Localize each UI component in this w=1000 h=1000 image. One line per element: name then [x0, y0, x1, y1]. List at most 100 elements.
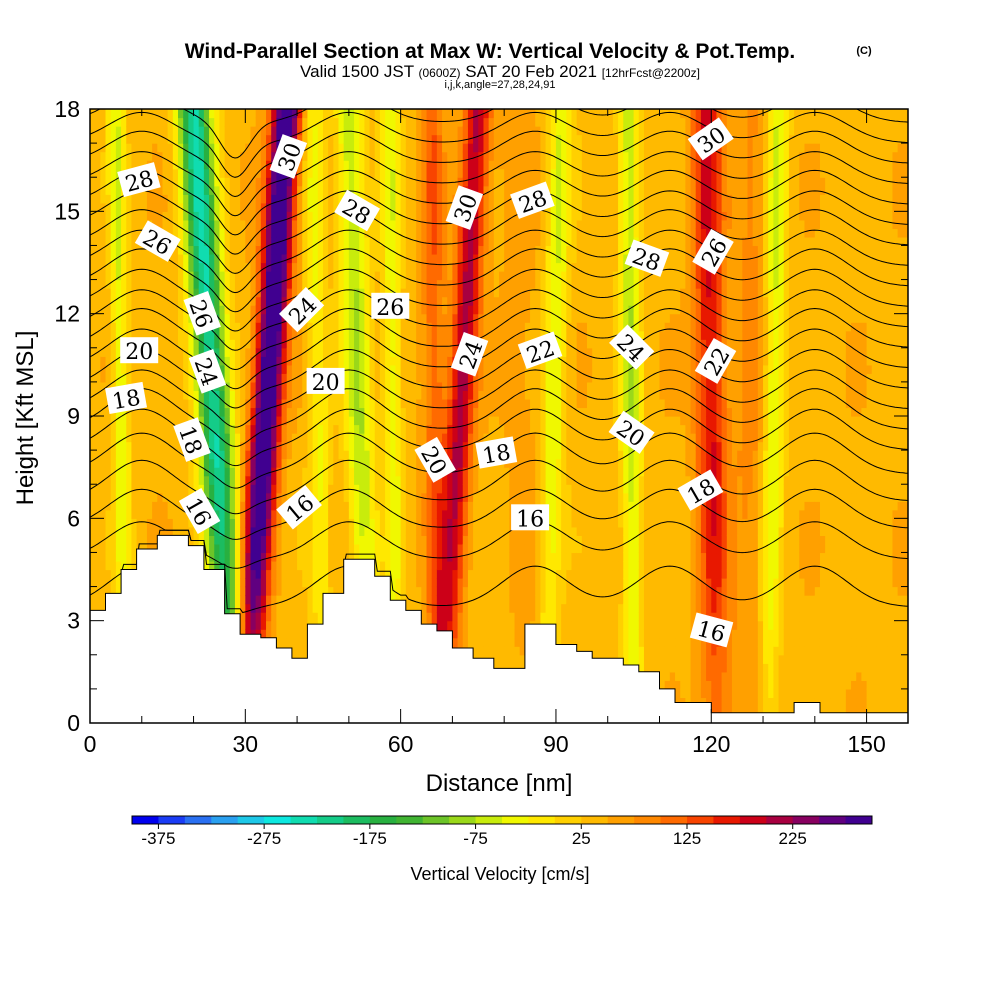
velocity-cell	[105, 313, 112, 323]
velocity-cell	[374, 330, 381, 340]
velocity-cell	[260, 467, 267, 477]
velocity-cell	[121, 501, 127, 511]
velocity-cell	[312, 552, 319, 562]
velocity-cell	[297, 271, 303, 281]
velocity-cell	[90, 467, 96, 477]
velocity-cell	[359, 509, 365, 519]
velocity-cell	[250, 185, 257, 195]
velocity-cell	[395, 569, 402, 579]
velocity-cell	[260, 586, 267, 596]
velocity-cell	[348, 313, 355, 323]
velocity-cell	[121, 364, 127, 374]
velocity-cell	[364, 296, 371, 306]
velocity-cell	[421, 373, 428, 383]
velocity-cell	[188, 151, 195, 161]
velocity-cell	[146, 330, 153, 340]
velocity-cell	[421, 253, 428, 264]
velocity-cell	[400, 134, 407, 144]
velocity-cell	[410, 177, 417, 187]
velocity-cell	[379, 109, 386, 119]
velocity-cell	[390, 535, 397, 545]
velocity-cell	[442, 560, 448, 571]
velocity-cell	[172, 356, 179, 366]
velocity-cell	[317, 492, 324, 502]
velocity-cell	[167, 109, 174, 119]
velocity-cell	[271, 407, 277, 417]
velocity-cell	[374, 219, 381, 229]
velocity-cell	[286, 330, 293, 340]
velocity-cell	[369, 288, 376, 298]
velocity-cell	[126, 364, 133, 374]
velocity-cell	[219, 492, 226, 502]
velocity-cell	[95, 398, 101, 409]
velocity-cell	[390, 228, 397, 238]
velocity-cell	[348, 296, 355, 306]
velocity-cell	[234, 560, 241, 571]
velocity-cell	[291, 416, 298, 426]
velocity-cell	[302, 603, 309, 613]
velocity-cell	[421, 552, 428, 562]
velocity-cell	[250, 620, 257, 630]
velocity-cell	[317, 526, 324, 536]
velocity-cell	[410, 219, 417, 229]
velocity-cell	[219, 194, 226, 204]
velocity-cell	[260, 501, 267, 511]
velocity-cell	[115, 586, 122, 596]
velocity-cell	[359, 160, 365, 170]
velocity-cell	[276, 458, 283, 468]
velocity-cell	[203, 433, 210, 443]
velocity-cell	[421, 228, 428, 238]
velocity-cell	[198, 475, 205, 485]
velocity-cell	[286, 177, 293, 187]
velocity-cell	[250, 552, 257, 562]
velocity-cell	[400, 347, 407, 357]
velocity-cell	[421, 492, 428, 502]
velocity-cell	[291, 339, 298, 349]
velocity-cell	[359, 177, 365, 187]
velocity-cell	[297, 407, 303, 417]
velocity-cell	[266, 595, 272, 605]
velocity-cell	[245, 578, 252, 588]
velocity-cell	[260, 398, 267, 409]
velocity-cell	[333, 202, 340, 212]
velocity-cell	[224, 109, 231, 119]
velocity-cell	[183, 253, 189, 264]
velocity-cell	[250, 424, 257, 434]
velocity-cell	[219, 245, 226, 255]
velocity-cell	[286, 467, 293, 477]
velocity-cell	[421, 330, 428, 340]
velocity-cell	[421, 578, 428, 588]
velocity-cell	[416, 305, 422, 315]
velocity-cell	[162, 484, 169, 494]
velocity-cell	[436, 424, 443, 434]
velocity-cell	[214, 416, 221, 426]
velocity-cell	[348, 228, 355, 238]
velocity-cell	[266, 526, 272, 536]
velocity-cell	[255, 356, 262, 366]
velocity-cell	[266, 518, 272, 528]
velocity-cell	[405, 322, 412, 332]
velocity-cell	[374, 424, 381, 434]
velocity-cell	[385, 339, 391, 349]
velocity-cell	[110, 552, 117, 562]
velocity-cell	[240, 279, 246, 289]
velocity-cell	[250, 390, 257, 400]
velocity-cell	[390, 433, 397, 443]
velocity-cell	[317, 219, 324, 229]
velocity-cell	[115, 288, 122, 298]
velocity-cell	[307, 330, 314, 340]
velocity-cell	[400, 245, 407, 255]
velocity-cell	[374, 416, 381, 426]
velocity-cell	[229, 253, 236, 264]
velocity-cell	[234, 373, 241, 383]
velocity-cell	[436, 211, 443, 221]
velocity-cell	[286, 433, 293, 443]
velocity-cell	[281, 177, 288, 187]
velocity-cell	[234, 433, 241, 443]
velocity-cell	[141, 509, 148, 519]
velocity-cell	[312, 390, 319, 400]
velocity-cell	[395, 381, 402, 392]
velocity-cell	[442, 552, 448, 562]
velocity-cell	[348, 526, 355, 536]
velocity-cell	[307, 560, 314, 571]
